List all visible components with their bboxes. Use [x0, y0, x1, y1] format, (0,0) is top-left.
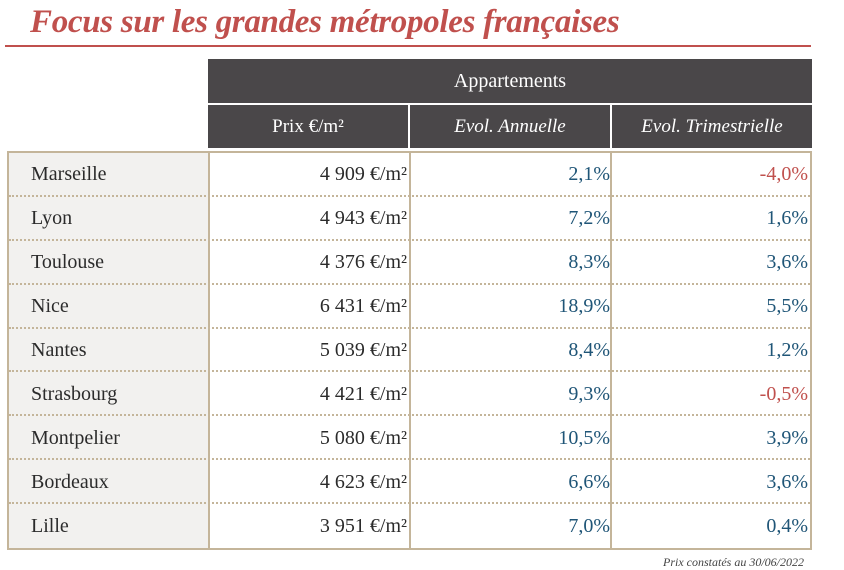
row-separator [9, 502, 810, 505]
annual-change: 2,1% [568, 163, 610, 186]
price-value: 5 080 €/m² [319, 426, 407, 449]
price-value: 3 951 €/m² [319, 514, 407, 537]
city-name: Montpelier [31, 426, 120, 449]
page-title: Focus sur les grandes métropoles françai… [30, 4, 620, 40]
price-value: 4 943 €/m² [319, 207, 407, 230]
table-row: Montpelier 5 080 €/m² 10,5% 3,9% [9, 416, 810, 461]
quarterly-change: 3,6% [766, 470, 808, 493]
table-row: Toulouse 4 376 €/m² 8,3% 3,6% [9, 241, 810, 285]
column-header-quarterly: Evol. Trimestrielle [612, 105, 812, 148]
annual-change: 8,4% [568, 338, 610, 361]
city-name: Lyon [31, 207, 73, 230]
title-underline [5, 45, 811, 47]
column-header-annual: Evol. Annuelle [410, 105, 610, 148]
row-separator [9, 194, 810, 197]
table-row: Lyon 4 943 €/m² 7,2% 1,6% [9, 197, 810, 241]
price-value: 4 623 €/m² [319, 470, 407, 493]
price-value: 4 421 €/m² [319, 382, 407, 405]
quarterly-change: 0,4% [766, 514, 808, 537]
row-separator [9, 326, 810, 329]
row-separator [9, 458, 810, 461]
price-value: 4 376 €/m² [319, 251, 407, 274]
annual-change: 18,9% [558, 295, 610, 318]
column-headers: Prix €/m² Evol. Annuelle Evol. Trimestri… [208, 105, 812, 148]
annual-change: 7,0% [568, 514, 610, 537]
group-header: Appartements [208, 59, 812, 103]
city-name: Bordeaux [31, 470, 109, 493]
city-name: Strasbourg [31, 382, 118, 405]
annual-change: 7,2% [568, 207, 610, 230]
city-name: Marseille [31, 163, 107, 186]
row-separator [9, 238, 810, 241]
quarterly-change: 5,5% [766, 295, 808, 318]
table-row: Lille 3 951 €/m² 7,0% 0,4% [9, 504, 810, 548]
footnote: Prix constatés au 30/06/2022 [663, 555, 804, 569]
annual-change: 6,6% [568, 470, 610, 493]
table-row: Bordeaux 4 623 €/m² 6,6% 3,6% [9, 460, 810, 505]
data-table: Marseille 4 909 €/m² 2,1% -4,0% Lyon 4 943 €/… [7, 151, 812, 550]
table-row: Strasbourg 4 421 €/m² 9,3% -0,5% [9, 372, 810, 417]
column-header-price: Prix €/m² [208, 105, 408, 148]
city-name: Nice [31, 295, 69, 318]
annual-change: 9,3% [568, 382, 610, 405]
annual-change: 8,3% [568, 251, 610, 274]
annual-change: 10,5% [558, 426, 610, 449]
column-divider [208, 153, 210, 548]
price-value: 5 039 €/m² [319, 338, 407, 361]
quarterly-change: 1,6% [766, 207, 808, 230]
quarterly-change: -4,0% [759, 163, 808, 186]
city-name: Lille [31, 514, 69, 537]
row-separator [9, 414, 810, 417]
column-divider [610, 153, 612, 548]
row-separator [9, 282, 810, 285]
city-name: Toulouse [31, 251, 105, 274]
quarterly-change: 3,6% [766, 251, 808, 274]
row-separator [9, 370, 810, 373]
table-row: Marseille 4 909 €/m² 2,1% -4,0% [9, 153, 810, 197]
quarterly-change: 1,2% [766, 338, 808, 361]
table-row: Nantes 5 039 €/m² 8,4% 1,2% [9, 329, 810, 373]
city-name: Nantes [31, 338, 87, 361]
table-row: Nice 6 431 €/m² 18,9% 5,5% [9, 285, 810, 329]
price-value: 6 431 €/m² [319, 295, 407, 318]
city-column-background [9, 153, 208, 548]
price-value: 4 909 €/m² [319, 163, 407, 186]
column-divider [409, 153, 411, 548]
quarterly-change: 3,9% [766, 426, 808, 449]
quarterly-change: -0,5% [759, 382, 808, 405]
